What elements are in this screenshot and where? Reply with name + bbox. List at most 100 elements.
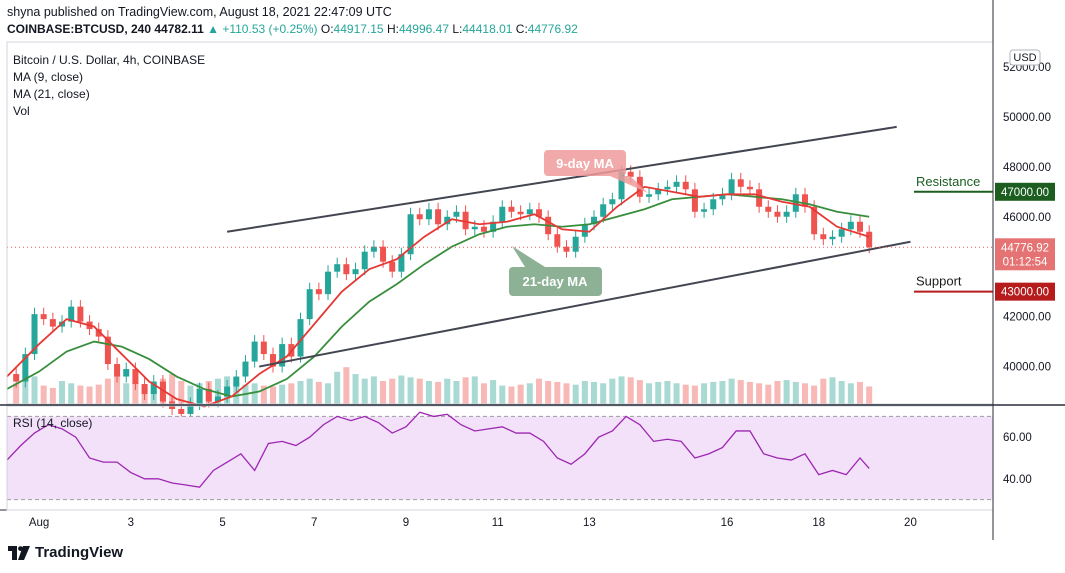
volume-bar — [334, 371, 341, 404]
candle — [627, 171, 634, 177]
volume-bar — [572, 384, 579, 404]
rsi-pane[interactable] — [6, 411, 993, 501]
candle — [480, 226, 487, 232]
ma9-legend[interactable]: MA (9, close) — [13, 70, 84, 84]
candle — [150, 381, 157, 395]
low-value: 44418.01 — [462, 22, 513, 36]
candle — [315, 289, 322, 295]
candle — [490, 221, 497, 232]
time-tick-label: Aug — [29, 517, 49, 529]
volume-bar — [792, 381, 799, 404]
volume-bar — [591, 381, 598, 404]
volume-bar — [480, 383, 487, 404]
currency-label: USD — [1013, 52, 1036, 64]
candle — [499, 206, 506, 222]
candle — [591, 216, 598, 225]
candle — [600, 204, 607, 217]
support-label: Support — [916, 274, 962, 289]
current-price-tag-label: 44776.92 — [1001, 242, 1049, 254]
volume-bar — [86, 386, 93, 404]
ma9-callout-label: 9-day MA — [556, 156, 614, 171]
volume-bar — [728, 378, 735, 404]
chart-title: Bitcoin / U.S. Dollar, 4h, COINBASE — [13, 53, 206, 67]
rsi-legend[interactable]: RSI (14, close) — [13, 416, 93, 430]
price-tick-label: 42000.00 — [1003, 312, 1051, 324]
volume-bar — [765, 384, 772, 404]
volume-bar — [811, 385, 818, 404]
candle — [425, 209, 432, 220]
candle — [352, 269, 359, 275]
candle — [618, 171, 625, 200]
volume-bar — [866, 386, 873, 404]
volume-bar — [169, 374, 176, 404]
volume-bar — [288, 383, 295, 404]
volume-bar — [279, 384, 286, 404]
candle — [389, 261, 396, 272]
candle — [205, 389, 212, 402]
volume-bar — [68, 383, 75, 404]
volume-bar — [756, 383, 763, 404]
candle — [159, 381, 166, 402]
candle — [444, 216, 451, 225]
time-tick-label: 16 — [721, 517, 734, 529]
volume-bar — [315, 381, 322, 404]
candle — [187, 404, 194, 414]
volume-legend[interactable]: Vol — [13, 104, 30, 118]
volume-bar — [517, 384, 524, 404]
high-value: 44996.47 — [398, 22, 450, 36]
price-tick-label: 48000.00 — [1003, 162, 1051, 174]
volume-bar — [187, 385, 194, 404]
volume-bar — [682, 384, 689, 404]
volume-bar — [554, 381, 561, 404]
candle — [224, 386, 231, 397]
volume-bar — [535, 378, 542, 404]
tradingview-logo-icon — [8, 545, 30, 560]
volume-bar — [306, 378, 313, 404]
candle — [453, 211, 460, 217]
candle — [811, 206, 818, 235]
candle — [572, 236, 579, 252]
volume-bar — [857, 381, 864, 404]
support-tag-label: 43000.00 — [1001, 287, 1049, 299]
volume-bar — [260, 385, 267, 404]
symbol: COINBASE:BTCUSD, 240 — [7, 22, 152, 36]
brand-name: TradingView — [35, 544, 124, 561]
volume-bar — [581, 381, 588, 404]
volume-bar — [664, 381, 671, 404]
channel-lower-line — [259, 240, 911, 368]
channel-upper-line — [226, 125, 897, 233]
rsi-band — [7, 416, 993, 500]
candle — [508, 206, 515, 212]
candle — [517, 211, 524, 215]
candle — [196, 389, 203, 404]
volume-bar — [297, 381, 304, 404]
time-tick-label: 20 — [904, 517, 917, 529]
resistance-tag — [995, 182, 1055, 201]
volume-bar — [737, 380, 744, 404]
rsi-tick-label: 40.00 — [1003, 474, 1032, 486]
candle — [407, 214, 414, 255]
candle — [526, 209, 533, 215]
volume-bar — [646, 383, 653, 404]
tradingview-logo[interactable]: TradingView — [8, 544, 123, 561]
candle — [737, 179, 744, 187]
volume-bar — [132, 381, 139, 404]
ma21-legend[interactable]: MA (21, close) — [13, 87, 90, 101]
ma21-callout-label: 21-day MA — [522, 274, 588, 289]
volume-bar — [361, 378, 368, 404]
volume-bar — [178, 381, 185, 404]
price-pane[interactable]: 9-day MA 21-day MA Resistance Support — [6, 125, 993, 420]
candle — [398, 254, 405, 272]
volume-bar — [343, 367, 350, 404]
ma9-line — [6, 185, 870, 408]
time-tick-label: 18 — [812, 517, 825, 529]
volume-bar — [40, 385, 47, 404]
volume-bar — [269, 386, 276, 404]
candle — [251, 341, 258, 362]
published-line: shyna published on TradingView.com, Augu… — [7, 5, 392, 19]
candle — [673, 181, 680, 187]
volume-bar — [22, 378, 29, 404]
candle — [416, 214, 423, 220]
candle — [13, 374, 20, 382]
